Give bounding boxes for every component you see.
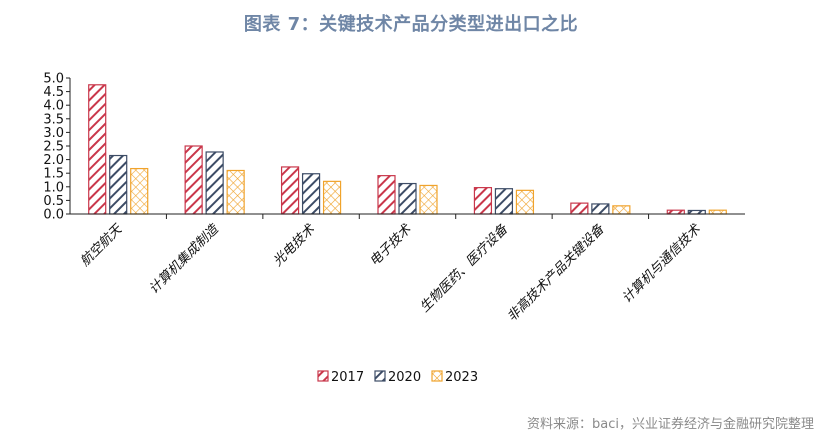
bars [88,84,727,215]
bar-2023-2 [226,169,245,215]
x-category-label: 航空航天 [77,220,126,269]
bar-2023-6 [612,205,631,215]
legend-swatch-2023 [431,370,443,382]
y-tick-label: 4.0 [43,99,64,114]
legend-swatch-2020 [374,370,386,382]
bar-2023-3 [322,180,342,215]
bar-2020-6 [591,203,610,215]
legend-label-2020: 2020 [388,370,421,385]
source-note: 资料来源：baci，兴业证券经济与金融研究院整理 [527,417,814,432]
y-tick-label: 1.0 [43,180,64,195]
bar-2020-2 [205,151,224,215]
bar-2020-3 [301,173,321,215]
bar-2023-1 [130,167,149,215]
bar-2023-7 [708,209,727,215]
legend-label-2023: 2023 [445,370,478,385]
bar-2020-7 [687,209,706,215]
chart-title: 图表 7：关键技术产品分类型进出口之比 [243,14,579,35]
x-category-label: 计算机集成制造 [147,221,223,297]
x-category-label: 非高技术产品关键设备 [505,221,609,325]
x-category-label: 电子技术 [367,222,415,270]
bar-2017-6 [570,202,589,215]
legend-label-2017: 2017 [331,370,364,385]
bar-2020-5 [494,188,514,215]
y-tick-label: 0.0 [43,208,64,223]
bar-2023-4 [419,184,438,215]
bar-2017-5 [473,187,493,215]
bar-2017-3 [280,166,300,215]
y-tick-label: 3.5 [43,112,64,127]
x-category-label: 生物医药、医疗设备 [417,221,512,316]
legend-swatch-2017 [317,370,329,382]
bar-2020-4 [398,182,417,215]
y-tick-label: 2.0 [43,153,64,168]
bar-2017-7 [666,209,685,215]
bar-2020-1 [109,154,128,215]
y-tick-label: 2.5 [43,140,64,155]
y-tick-label: 0.5 [43,194,64,209]
y-tick-label: 1.5 [43,167,64,182]
bar-2023-5 [515,189,535,215]
x-category-label: 计算机与通信技术 [619,222,704,307]
bar-2017-2 [184,145,203,215]
y-tick-label: 3.0 [43,126,64,141]
y-tick-label: 4.5 [43,85,64,100]
y-tick-label: 5.0 [43,72,64,87]
bar-2017-4 [377,175,396,215]
bar-2017-1 [88,84,107,215]
x-category-label: 光电技术 [271,222,319,270]
y-axis: 0.00.51.01.52.02.53.03.54.04.55.0 [43,72,71,223]
legend: 2017 2020 2023 [317,370,478,385]
